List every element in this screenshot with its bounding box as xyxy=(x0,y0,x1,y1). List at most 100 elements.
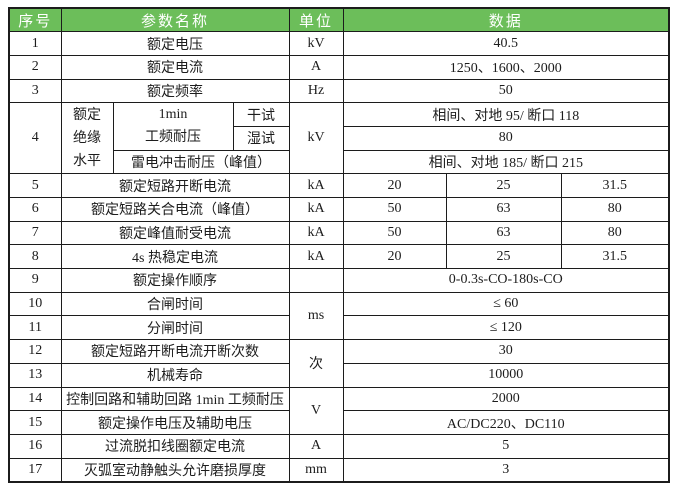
data-cell: 3 xyxy=(342,457,670,483)
table-row: 14 控制回路和辅助回路 1min 工频耐压 V 2000 xyxy=(8,386,670,435)
seq-cell: 6 xyxy=(8,197,62,222)
data-cell: 31.5 xyxy=(560,173,670,198)
table-row: 12 额定短路开断电流开断次数 次 30 xyxy=(8,339,670,388)
unit-cell: V xyxy=(288,386,344,435)
table-row: 雷电冲击耐压（峰值） 相间、对地 185/ 断口 215 xyxy=(9,149,670,175)
table-row: 17 灭弧室动静触头允许磨损厚度 mm 3 xyxy=(8,457,670,483)
table-row: 6 额定短路关合电流（峰值） kA 50 63 80 xyxy=(8,197,670,222)
unit-cell: Hz xyxy=(288,78,344,104)
data-cell: 80 xyxy=(560,220,670,246)
seq-cell: 8 xyxy=(8,244,62,270)
param-cell: 灭弧室动静触头允许磨损厚度 xyxy=(60,457,290,483)
table-row: 11 分闸时间 ≤ 120 xyxy=(8,315,670,341)
data-cell: 20 xyxy=(342,244,447,270)
param-cell: 额定电压 xyxy=(60,31,290,56)
unit-cell: A xyxy=(288,433,344,459)
seq-cell: 14 xyxy=(8,386,62,412)
seq-cell: 4 xyxy=(8,102,62,175)
param-cell: 控制回路和辅助回路 1min 工频耐压 xyxy=(60,386,290,412)
param-cell: 机械寿命 xyxy=(60,362,290,388)
seq-cell: 7 xyxy=(8,220,62,246)
seq-cell: 17 xyxy=(8,457,62,483)
data-cell: 63 xyxy=(445,197,562,222)
table-row: 7 额定峰值耐受电流 kA 50 63 80 xyxy=(8,220,670,246)
unit-cell: mm xyxy=(288,457,344,483)
param-cell: 额定操作电压及辅助电压 xyxy=(60,410,290,435)
param-cell: 4s 热稳定电流 xyxy=(60,244,290,270)
param-cell: 额定短路开断电流 xyxy=(60,173,290,198)
data-cell: 80 xyxy=(342,125,670,151)
data-cell: 相间、对地 185/ 断口 215 xyxy=(342,149,670,175)
param-cell: 额定频率 xyxy=(60,78,290,104)
seq-cell: 1 xyxy=(8,31,62,56)
table-row: 2 额定电流 A 1250、1600、2000 xyxy=(8,54,670,80)
unit-cell: kA xyxy=(288,173,344,198)
unit-cell: kA xyxy=(288,197,344,222)
seq-cell: 3 xyxy=(8,78,62,104)
data-cell: 50 xyxy=(342,78,670,104)
header-seq: 序号 xyxy=(8,7,62,33)
table-row: 8 4s 热稳定电流 kA 20 25 31.5 xyxy=(8,244,670,270)
spec-table: 序号 参数名称 单位 数据 1 额定电压 kV 40.5 2 额定电流 A 12… xyxy=(8,7,671,483)
data-cell: 31.5 xyxy=(560,244,670,270)
data-cell: 2000 xyxy=(342,386,670,412)
data-cell: 80 xyxy=(560,197,670,222)
power-freq-label: 1min 工频耐压 xyxy=(112,102,234,151)
unit-cell: kV xyxy=(288,31,344,56)
insulation-group-label: 额定 绝缘 水平 xyxy=(60,102,114,175)
unit-cell: A xyxy=(288,54,344,80)
data-cell: 相间、对地 95/ 断口 118 xyxy=(342,102,670,127)
table-row: 16 过流脱扣线圈额定电流 A 5 xyxy=(8,433,670,459)
data-cell: 40.5 xyxy=(342,31,670,56)
param-cell: 额定操作顺序 xyxy=(60,268,290,293)
data-cell: 63 xyxy=(445,220,562,246)
table-row: 9 额定操作顺序 0-0.3s-CO-180s-CO xyxy=(8,268,670,293)
table-row: 湿试 80 xyxy=(9,125,670,151)
param-cell: 分闸时间 xyxy=(60,315,290,341)
unit-cell: kV xyxy=(288,102,344,175)
header-unit: 单位 xyxy=(288,7,344,33)
table-row: 3 额定频率 Hz 50 xyxy=(8,78,670,104)
table-row: 5 额定短路开断电流 kA 20 25 31.5 xyxy=(8,173,670,198)
header-row: 序号 参数名称 单位 数据 xyxy=(8,7,670,33)
data-cell: 0-0.3s-CO-180s-CO xyxy=(342,268,670,293)
param-cell: 额定短路开断电流开断次数 xyxy=(60,339,290,364)
unit-cell: kA xyxy=(288,220,344,246)
dry-test-label: 干试 xyxy=(232,102,290,127)
table-row: 15 额定操作电压及辅助电压 AC/DC220、DC110 xyxy=(8,410,670,435)
seq-cell: 12 xyxy=(8,339,62,364)
unit-cell xyxy=(288,268,344,293)
seq-cell: 13 xyxy=(8,362,62,388)
unit-cell: ms xyxy=(288,291,344,341)
data-cell: 30 xyxy=(342,339,670,364)
seq-cell: 10 xyxy=(8,291,62,317)
data-cell: 5 xyxy=(342,433,670,459)
wet-test-label: 湿试 xyxy=(232,125,290,151)
header-param: 参数名称 xyxy=(60,7,290,33)
table-row: 10 合闸时间 ms ≤ 60 xyxy=(8,291,670,341)
data-cell: 10000 xyxy=(342,362,670,388)
seq-cell: 16 xyxy=(8,433,62,459)
data-cell: ≤ 120 xyxy=(342,315,670,341)
seq-cell: 2 xyxy=(8,54,62,80)
data-cell: AC/DC220、DC110 xyxy=(342,410,670,435)
data-cell: ≤ 60 xyxy=(342,291,670,317)
seq-cell: 11 xyxy=(8,315,62,341)
unit-cell: 次 xyxy=(288,339,344,388)
table-row: 13 机械寿命 10000 xyxy=(8,362,670,388)
table-row: 1 额定电压 kV 40.5 xyxy=(8,31,670,56)
param-cell: 合闸时间 xyxy=(60,291,290,317)
data-cell: 50 xyxy=(342,197,447,222)
param-cell: 额定短路关合电流（峰值） xyxy=(60,197,290,222)
data-cell: 25 xyxy=(445,173,562,198)
lightning-impulse-label: 雷电冲击耐压（峰值） xyxy=(112,149,290,175)
param-cell: 过流脱扣线圈额定电流 xyxy=(60,433,290,459)
data-cell: 1250、1600、2000 xyxy=(342,54,670,80)
data-cell: 50 xyxy=(342,220,447,246)
seq-cell: 9 xyxy=(8,268,62,293)
data-cell: 25 xyxy=(445,244,562,270)
param-cell: 额定电流 xyxy=(60,54,290,80)
header-data: 数据 xyxy=(342,7,670,33)
unit-cell: kA xyxy=(288,244,344,270)
seq-cell: 5 xyxy=(8,173,62,198)
